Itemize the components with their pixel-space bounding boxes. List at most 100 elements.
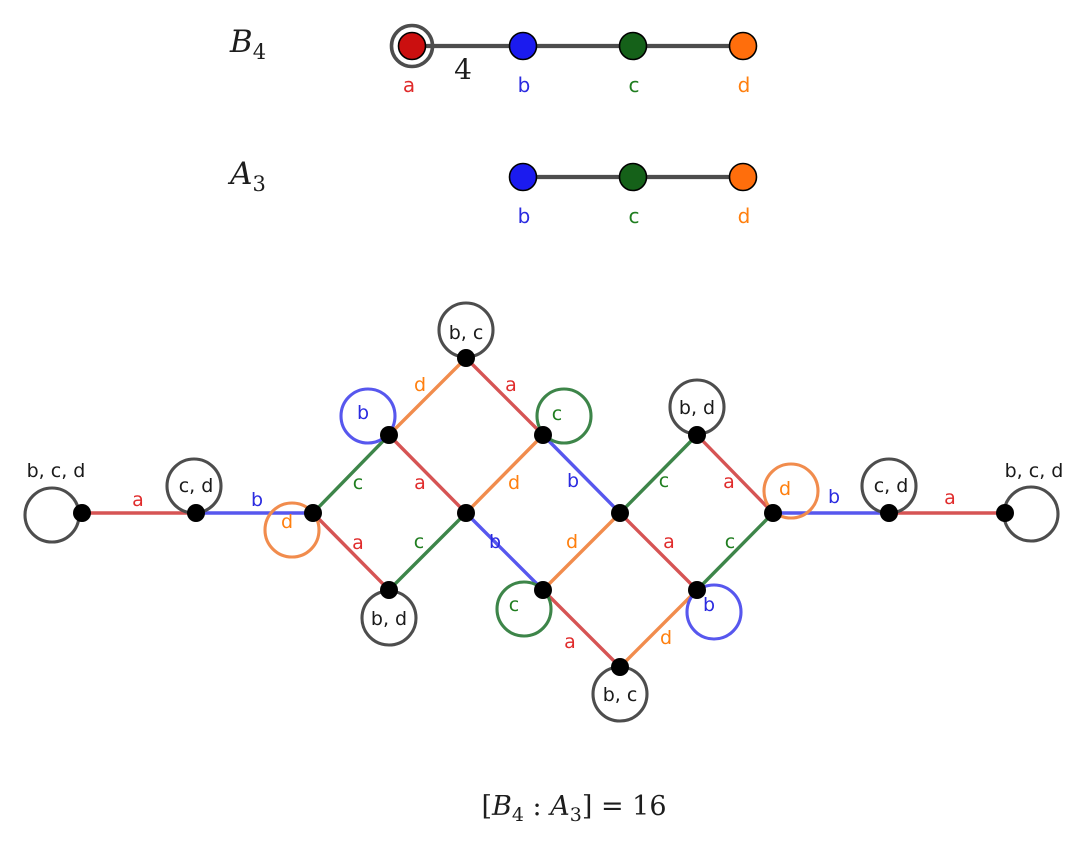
- edge-label-b: b: [489, 531, 501, 553]
- coset-node-n3: [304, 504, 322, 522]
- loop-label-n13: b: [703, 594, 715, 616]
- self-loop-n3: [263, 501, 321, 559]
- dynkin-node-label-b: b: [518, 73, 531, 97]
- group-letter: A: [227, 156, 252, 192]
- loop-label-n16: b, c, d: [1005, 460, 1064, 482]
- coset-node-n4: [380, 426, 398, 444]
- dynkin-row-A3: b c d A3: [227, 156, 758, 228]
- edge-label-a: a: [505, 374, 517, 396]
- dynkin-node-d: [728, 162, 758, 192]
- edge-label-c: c: [353, 472, 363, 494]
- graph-edge-c-n7-n8: [387, 511, 468, 592]
- coset-node-n7: [457, 504, 475, 522]
- coset-node-n6: [534, 426, 552, 444]
- coset-node-n15: [880, 504, 898, 522]
- dynkin-node-c: [618, 31, 648, 61]
- coset-node-n14: [764, 504, 782, 522]
- edge-label-a: a: [663, 531, 675, 553]
- coset-node-n12: [611, 658, 629, 676]
- dynkin-node-label-c: c: [629, 73, 640, 97]
- dynkin-node-label-d: d: [738, 204, 751, 228]
- edge-label-b: b: [251, 489, 263, 511]
- loop-label-n14: d: [779, 478, 791, 500]
- group-subscript: 4: [253, 40, 266, 64]
- graph-edge-b-n7-n9: [464, 511, 545, 592]
- self-loop-n14: [762, 462, 820, 520]
- formula-value: 16: [632, 791, 666, 822]
- self-loop-n9: [495, 580, 553, 638]
- graph-edge-a-n3-n8: [311, 511, 391, 592]
- edge-label-c: c: [659, 470, 669, 492]
- coset-node-n13: [688, 581, 706, 599]
- coset-node-n8: [380, 581, 398, 599]
- dynkin-node-label-a: a: [403, 73, 415, 97]
- edge-label-d: d: [660, 627, 672, 649]
- coset-node-n2: [187, 504, 205, 522]
- self-loop-n4: [339, 387, 397, 445]
- loop-label-n5: b, c: [449, 322, 484, 344]
- edge-label-d: d: [508, 472, 520, 494]
- dynkin-node-c: [618, 162, 648, 192]
- self-loop-n1: [23, 486, 81, 544]
- loop-label-n6: c: [552, 403, 562, 425]
- coset-node-n11: [688, 426, 706, 444]
- loop-label-n4: b: [357, 402, 369, 424]
- loop-label-n3: d: [281, 511, 293, 533]
- edge-label-c: c: [725, 531, 735, 553]
- coset-node-n9: [534, 581, 552, 599]
- coset-node-n16: [996, 504, 1014, 522]
- graph-edge-d-n6-n7: [464, 433, 545, 515]
- dynkin-node-a: [397, 31, 427, 61]
- graph-edge-d-n4-n5: [387, 356, 468, 437]
- edge-label-a: a: [414, 472, 426, 494]
- bond-order-label: 4: [454, 53, 472, 86]
- edge-label-a: a: [132, 489, 144, 511]
- graph-edge-c-n3-n4: [311, 433, 391, 515]
- self-loop-n13: [685, 583, 743, 641]
- edge-label-a: a: [944, 487, 956, 509]
- marked-node-ring: [389, 23, 435, 69]
- loop-label-n15: c, d: [874, 475, 909, 497]
- index-formula: [B4 : A3] = 16: [481, 791, 666, 826]
- dynkin-node-label-b: b: [518, 204, 531, 228]
- dynkin-node-b: [508, 162, 538, 192]
- edge-label-a: a: [352, 532, 364, 554]
- loop-label-n11: b, d: [679, 397, 715, 419]
- edge-label-a: a: [564, 631, 576, 653]
- edge-label-b: b: [567, 470, 579, 492]
- dynkin-node-label-c: c: [629, 204, 640, 228]
- graph-edge-a-n10-n13: [618, 511, 699, 592]
- graph-edge-a-n11-n14: [695, 433, 775, 515]
- edge-label-b: b: [828, 486, 840, 508]
- dynkin-node-label-d: d: [738, 73, 751, 97]
- loop-label-n8: b, d: [371, 608, 407, 630]
- dynkin-node-d: [728, 31, 758, 61]
- formula-colon: :: [524, 791, 550, 822]
- graph-edge-c-n13-n14: [695, 511, 775, 592]
- graph-edge-d-n9-n10: [541, 511, 622, 592]
- edge-label-c: c: [414, 531, 424, 553]
- loop-label-n1: b, c, d: [27, 460, 86, 482]
- formula-group2: A: [547, 791, 570, 822]
- formula-sub1: 4: [512, 804, 524, 826]
- coset-node-n5: [457, 349, 475, 367]
- formula-open-bracket: [: [481, 791, 492, 822]
- edge-label-a: a: [723, 471, 735, 493]
- graph-edge-d-n12-n13: [618, 588, 699, 669]
- loop-label-n2: c, d: [179, 475, 214, 497]
- loop-label-n9: c: [509, 594, 519, 616]
- edge-label-d: d: [414, 374, 426, 396]
- coset-node-n1: [73, 504, 91, 522]
- formula-group1: B: [491, 791, 512, 822]
- loop-label-n12: b, c: [603, 684, 638, 706]
- formula-equals: ] =: [582, 791, 632, 822]
- formula-sub2: 3: [570, 804, 582, 826]
- group-letter: B: [229, 24, 253, 60]
- edge-label-d: d: [566, 531, 578, 553]
- group-name-label: B4: [229, 24, 266, 64]
- group-subscript: 3: [253, 172, 266, 196]
- graph-edge-b-n6-n10: [541, 433, 622, 515]
